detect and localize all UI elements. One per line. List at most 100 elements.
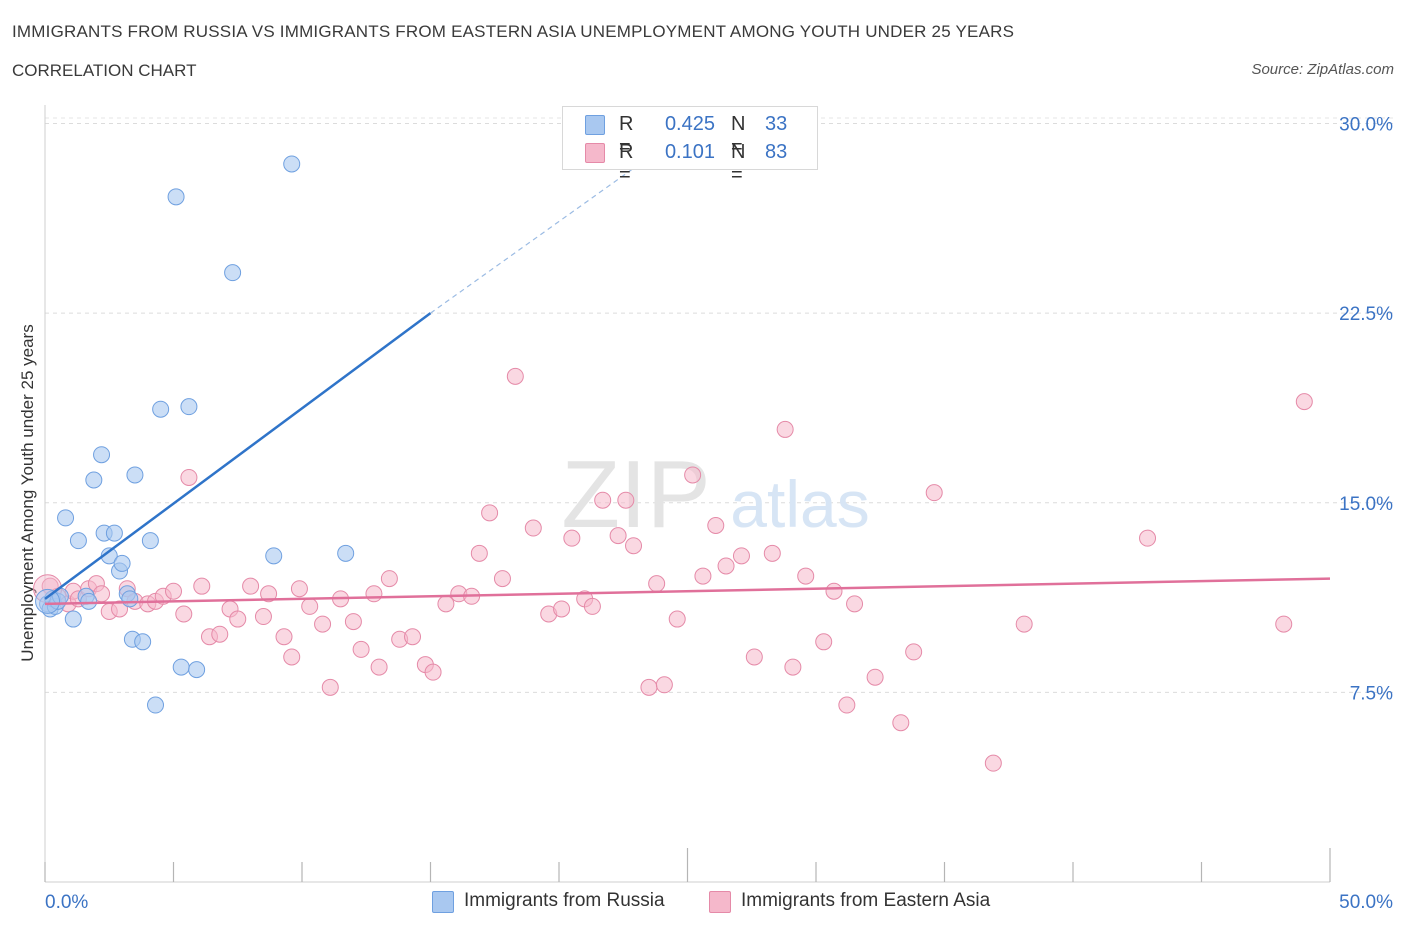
eastern-asia-point [283, 648, 301, 666]
y-tick-label: 30.0% [1339, 115, 1393, 136]
eastern-asia-point [524, 519, 542, 537]
eastern-asia-point [694, 567, 712, 585]
russia-point [188, 661, 206, 679]
gridlines [45, 117, 1393, 693]
legend-r-value: 0.425 [664, 113, 715, 135]
russia-point [57, 509, 75, 527]
russia-point [35, 588, 61, 614]
watermark: ZIP atlas [561, 441, 869, 548]
eastern-asia-point [825, 582, 843, 600]
eastern-asia-point [625, 537, 643, 555]
eastern-asia-point [815, 633, 833, 651]
chart-title: IMMIGRANTS FROM RUSSIA VS IMMIGRANTS FRO… [12, 22, 1015, 41]
eastern-asia-point [866, 668, 884, 686]
legend-swatch-eastern-asia [585, 143, 605, 163]
chart-subtitle: CORRELATION CHART [12, 61, 197, 80]
eastern-asia-point [1275, 615, 1293, 633]
eastern-asia-point [583, 597, 601, 615]
eastern-asia-point [242, 577, 260, 595]
legend-r-label: R = [619, 113, 634, 158]
eastern-asia-point [404, 628, 422, 646]
eastern-asia-point [175, 605, 193, 623]
eastern-asia-point [553, 600, 571, 618]
russia-point [180, 398, 198, 416]
eastern-asia-point [707, 517, 725, 535]
russia-point [152, 400, 170, 418]
eastern-asia-point [424, 663, 442, 681]
eastern-asia-point [925, 484, 943, 502]
x-tick-label: 0.0% [45, 892, 88, 913]
russia-trend-line [44, 312, 432, 600]
bottom-legend-label-eastern-asia: Immigrants from Eastern Asia [741, 890, 991, 911]
legend-r-label: R = [619, 141, 634, 186]
russia-point [141, 532, 159, 550]
eastern-asia-point [506, 367, 524, 385]
eastern-asia-point [905, 643, 923, 661]
legend-n-label: N = [731, 141, 746, 186]
legend-n-value: 33 [765, 113, 788, 135]
eastern-asia-point [776, 420, 794, 438]
russia-point [265, 547, 283, 565]
eastern-asia-point [984, 754, 1002, 772]
eastern-asia-point [344, 613, 362, 631]
legend-n-value: 83 [765, 141, 788, 163]
eastern-asia-point [763, 544, 781, 562]
eastern-asia-point [211, 625, 229, 643]
eastern-asia-point [180, 468, 198, 486]
watermark-zip: ZIP [561, 441, 710, 548]
y-tick-label: 22.5% [1339, 304, 1393, 325]
eastern-asia-point [260, 585, 278, 603]
russia-trend-extension [430, 165, 637, 314]
eastern-asia-point [493, 570, 511, 588]
eastern-asia-trend-line [44, 577, 1331, 606]
eastern-asia-point [1295, 393, 1313, 411]
eastern-asia-point [1139, 529, 1157, 547]
eastern-asia-point [165, 582, 182, 600]
russia-point [85, 471, 103, 489]
eastern-asia-point [365, 585, 383, 603]
russia-point [172, 658, 190, 676]
eastern-asia-point [301, 597, 319, 615]
eastern-asia-point [668, 610, 686, 628]
source-label: Source: ZipAtlas.com [1251, 61, 1394, 78]
russia-point [69, 532, 87, 550]
eastern-asia-point [352, 640, 370, 658]
eastern-asia-point [193, 577, 211, 595]
eastern-asia-point [111, 600, 129, 618]
eastern-asia-point [797, 567, 815, 585]
y-tick-label: 7.5% [1350, 683, 1393, 704]
y-tick-label: 15.0% [1339, 494, 1393, 515]
russia-point [105, 524, 123, 542]
eastern-asia-point [617, 491, 635, 509]
russia-point [167, 188, 185, 206]
russia-point [224, 264, 242, 282]
x-tick-label: 50.0% [1339, 892, 1393, 913]
eastern-asia-point [370, 658, 388, 676]
legend-swatch-russia [585, 115, 605, 135]
trend-lines [44, 165, 1331, 606]
legend-r-value: 0.101 [664, 141, 715, 163]
eastern-asia-point [655, 676, 673, 694]
eastern-asia-points [33, 367, 1313, 772]
bottom-legend-label-russia: Immigrants from Russia [464, 890, 665, 911]
eastern-asia-point [1015, 615, 1033, 633]
bottom-legend-swatch-russia [432, 891, 454, 913]
russia-point [93, 446, 111, 464]
eastern-asia-point [892, 714, 910, 732]
eastern-asia-point [254, 608, 272, 626]
watermark-atlas: atlas [730, 467, 869, 541]
correlation-legend: R = 0.425 N = 33 R = 0.101 N = 83 [562, 106, 818, 186]
eastern-asia-point [229, 610, 247, 628]
bottom-legend-swatch-eastern-asia [709, 891, 731, 913]
legend-n-label: N = [731, 113, 746, 158]
russia-points [35, 155, 355, 714]
eastern-asia-point [290, 580, 308, 598]
russia-point [147, 696, 165, 714]
eastern-asia-point [321, 678, 339, 696]
russia-point [283, 155, 301, 173]
eastern-asia-point [380, 570, 398, 588]
eastern-asia-point [609, 527, 627, 545]
russia-point [134, 633, 152, 651]
russia-point [126, 466, 144, 484]
